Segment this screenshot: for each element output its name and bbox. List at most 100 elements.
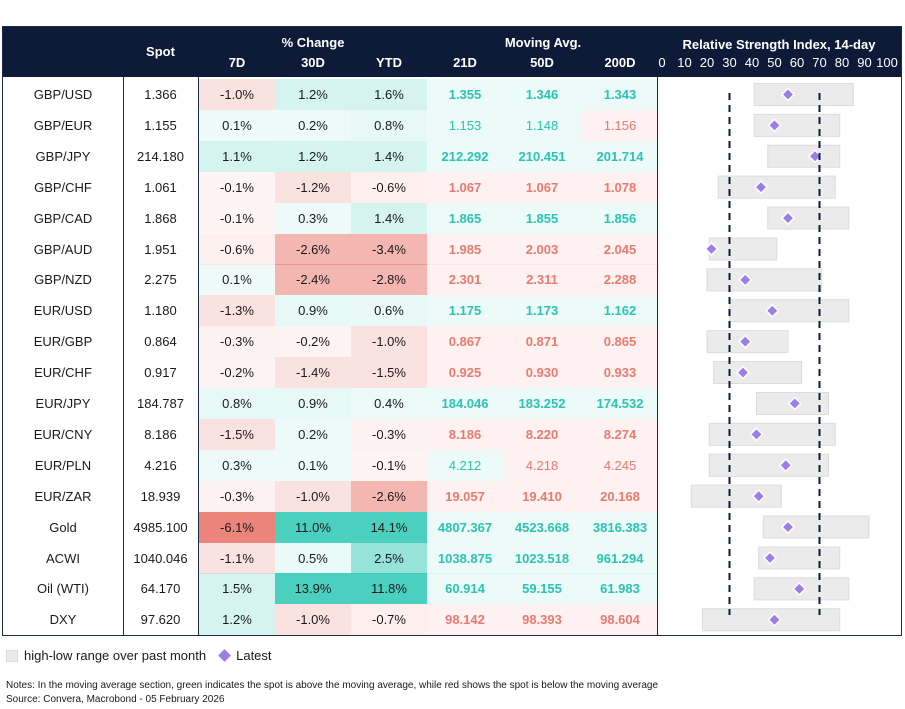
row-pct-d30: 0.5% bbox=[275, 542, 351, 574]
table-row: Oil (WTI) 64.170 1.5% 13.9% 11.8% 60.914 59.15… bbox=[3, 573, 901, 605]
table-row: GBP/USD 1.366 -1.0% 1.2% 1.6% 1.355 1.346 1.343 bbox=[3, 79, 901, 110]
source-line: Source: Convera, Macrobond - 05 February… bbox=[6, 694, 225, 705]
rsi-tick-label: 100 bbox=[876, 55, 898, 70]
header-200d: 200D bbox=[604, 55, 636, 70]
row-ma200: 61.983 bbox=[581, 573, 659, 605]
legend-latest-label: Latest bbox=[236, 648, 272, 663]
row-ma50: 1.067 bbox=[503, 171, 581, 203]
table-row: GBP/EUR 1.155 0.1% 0.2% 0.8% 1.153 1.148 1.156 bbox=[3, 109, 901, 141]
notes: Notes: In the moving average section, gr… bbox=[6, 679, 658, 707]
rsi-range-bar bbox=[753, 113, 841, 137]
row-pct-ytd: 11.8% bbox=[351, 573, 427, 605]
row-spot-value: 64.170 bbox=[140, 581, 181, 597]
rsi-latest-marker bbox=[749, 427, 764, 442]
notes-line: Notes: In the moving average section, gr… bbox=[6, 680, 659, 691]
row-spot-value: 18.939 bbox=[140, 488, 181, 504]
rsi-tick-label: 30 bbox=[722, 55, 737, 70]
header-ytd: YTD bbox=[376, 55, 402, 70]
row-pct-d7: -1.3% bbox=[199, 295, 275, 327]
table-row: EUR/PLN 4.216 0.3% 0.1% -0.1% 4.212 4.218 4.245 bbox=[3, 449, 901, 481]
header-rsi-title: Relative Strength Index, 14-day bbox=[682, 37, 876, 52]
row-pct-d30: -2.6% bbox=[275, 233, 351, 265]
table-row: EUR/GBP 0.864 -0.3% -0.2% -1.0% 0.867 0.871 0.8… bbox=[3, 326, 901, 358]
row-pct-ytd: 1.4% bbox=[351, 202, 427, 234]
row-spot-value: 1.155 bbox=[144, 117, 177, 133]
rsi-latest-marker bbox=[735, 365, 751, 380]
row-ma21: 184.046 bbox=[427, 388, 503, 419]
row-pct-d30: 0.2% bbox=[275, 418, 351, 450]
rsi-latest-marker bbox=[780, 519, 796, 535]
row-spot-value: 214.180 bbox=[137, 148, 184, 164]
row-ma200: 1.162 bbox=[581, 295, 659, 327]
table-row: EUR/USD 1.180 -1.3% 0.9% 0.6% 1.175 1.173 1.162 bbox=[3, 295, 901, 327]
row-ma200: 1.856 bbox=[581, 202, 659, 234]
row-ma21: 0.867 bbox=[427, 326, 503, 358]
table-header: Spot % Change 7D 30D YTD Moving Avg. 21D… bbox=[3, 27, 901, 77]
row-ma50: 2.003 bbox=[503, 233, 581, 265]
divider-spot bbox=[198, 77, 199, 636]
row-pair-label: GBP/CHF bbox=[34, 179, 92, 195]
table-row: DXY 97.620 1.2% -1.0% -0.7% 98.142 98.393 98.60… bbox=[3, 604, 901, 636]
legend-range-label: high-low range over past month bbox=[24, 648, 207, 663]
row-ma50: 4.218 bbox=[503, 449, 581, 481]
row-pct-d30: 0.1% bbox=[275, 449, 351, 481]
row-pct-ytd: 0.4% bbox=[351, 388, 427, 419]
row-pair-label: GBP/EUR bbox=[33, 117, 93, 133]
row-ma21: 98.142 bbox=[427, 604, 503, 636]
divider-pair bbox=[123, 77, 124, 636]
row-ma200: 0.933 bbox=[581, 357, 659, 389]
row-pct-d7: -1.5% bbox=[199, 418, 275, 450]
rsi-range-bar bbox=[767, 206, 850, 230]
legend: high-low range over past month Latest bbox=[6, 648, 272, 663]
rsi-range-bar bbox=[717, 175, 836, 199]
row-pair-label: EUR/JPY bbox=[35, 396, 91, 411]
legend-range-swatch bbox=[6, 649, 18, 662]
row-pct-d30: -1.0% bbox=[275, 604, 351, 636]
row-ma200: 1.343 bbox=[581, 79, 659, 110]
row-pair-label: GBP/NZD bbox=[34, 272, 92, 288]
row-ma21: 2.301 bbox=[427, 264, 503, 296]
rsi-range-bar bbox=[708, 422, 836, 446]
table-frame bbox=[2, 26, 902, 636]
rsi-tick-label: 70 bbox=[812, 55, 827, 70]
row-pct-ytd: -0.3% bbox=[351, 418, 427, 450]
row-ma50: 183.252 bbox=[503, 388, 581, 419]
row-pct-d7: -1.0% bbox=[199, 79, 275, 110]
row-pair-label: Oil (WTI) bbox=[37, 581, 89, 597]
row-pct-d30: -1.4% bbox=[275, 357, 351, 389]
row-ma200: 1.156 bbox=[581, 109, 659, 141]
row-pct-d7: -0.1% bbox=[199, 171, 275, 203]
row-pair-label: EUR/CHF bbox=[34, 365, 92, 381]
header-30d: 30D bbox=[301, 55, 325, 70]
row-spot-value: 2.275 bbox=[144, 272, 177, 288]
row-ma200: 1.078 bbox=[581, 171, 659, 203]
row-ma200: 0.865 bbox=[581, 326, 659, 358]
row-pct-d30: 0.2% bbox=[275, 109, 351, 141]
rsi-tick-label: 0 bbox=[658, 55, 666, 70]
rsi-tick-label: 60 bbox=[789, 55, 805, 70]
row-ma21: 1.355 bbox=[427, 79, 503, 110]
rsi-range-bar bbox=[762, 515, 870, 539]
table-row: EUR/JPY 184.787 0.8% 0.9% 0.4% 184.046 183.252… bbox=[3, 388, 901, 419]
row-ma50: 98.393 bbox=[503, 604, 581, 636]
header-50d: 50D bbox=[530, 55, 554, 70]
row-ma200: 201.714 bbox=[581, 140, 659, 172]
row-pair-label: GBP/CAD bbox=[33, 210, 93, 226]
row-ma200: 8.274 bbox=[581, 418, 659, 450]
row-pct-d7: -0.1% bbox=[199, 202, 275, 234]
row-pct-ytd: -1.0% bbox=[351, 326, 427, 358]
row-ma200: 961.294 bbox=[581, 542, 659, 574]
rsi-latest-marker bbox=[787, 396, 802, 411]
header-moving-avg: Moving Avg. bbox=[504, 35, 582, 50]
table-row: EUR/ZAR 18.939 -0.3% -1.0% -2.6% 19.057 19.410… bbox=[3, 480, 901, 512]
row-pct-d7: -0.2% bbox=[199, 357, 275, 389]
row-ma21: 1.175 bbox=[427, 295, 503, 327]
row-spot-value: 8.186 bbox=[144, 426, 177, 442]
row-ma200: 2.288 bbox=[581, 264, 659, 296]
row-ma200: 174.532 bbox=[581, 388, 659, 419]
row-spot-value: 184.787 bbox=[137, 396, 184, 411]
row-ma50: 1.346 bbox=[503, 79, 581, 110]
rsi-tick-label: 50 bbox=[767, 55, 782, 70]
row-ma50: 59.155 bbox=[503, 573, 581, 605]
rsi-tick-label: 10 bbox=[677, 55, 692, 70]
